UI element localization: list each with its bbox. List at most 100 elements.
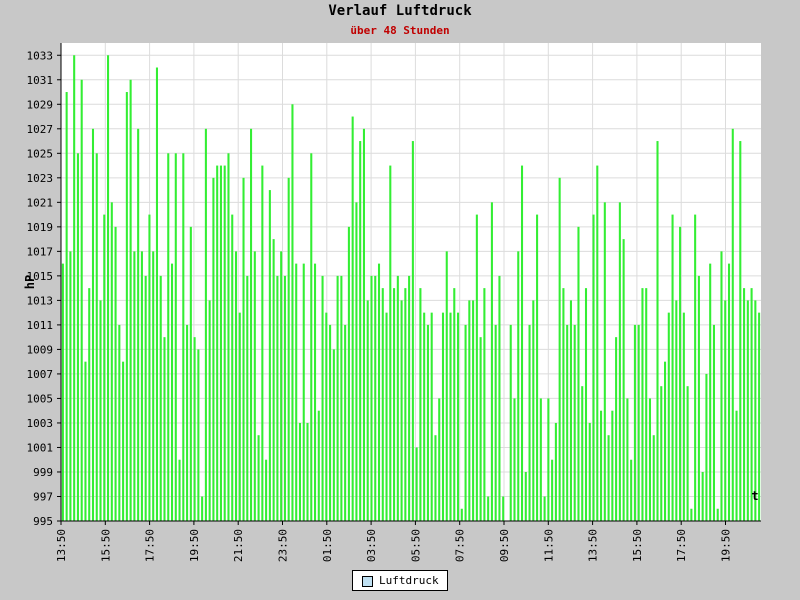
bar	[295, 263, 298, 521]
bar	[268, 190, 271, 522]
bar	[419, 288, 422, 521]
bar	[73, 55, 76, 521]
bar	[310, 153, 313, 522]
bar	[69, 251, 72, 521]
bar	[460, 508, 463, 521]
y-tick-label: 1007	[27, 368, 54, 381]
x-tick-label: 03:50	[365, 529, 378, 562]
chart-subtitle: über 48 Stunden	[350, 24, 450, 37]
bar	[490, 202, 493, 522]
bar	[103, 214, 106, 522]
bar	[347, 226, 350, 521]
bar	[336, 275, 339, 521]
bar	[588, 422, 591, 521]
bar	[140, 251, 143, 521]
bar	[528, 324, 531, 521]
bar	[697, 275, 700, 521]
bar	[464, 324, 467, 521]
bar	[84, 361, 87, 521]
bar	[408, 275, 411, 521]
bar	[223, 165, 226, 522]
bar	[720, 251, 723, 521]
bar	[174, 153, 177, 522]
bar	[325, 312, 328, 521]
y-tick-label: 997	[33, 490, 53, 503]
bar	[573, 324, 576, 521]
bar	[716, 508, 719, 521]
bar	[317, 410, 320, 521]
bar	[313, 263, 317, 521]
bar	[671, 214, 674, 522]
bar	[475, 214, 478, 522]
bar	[415, 447, 418, 521]
bar	[566, 324, 569, 521]
bar	[449, 312, 452, 521]
bar	[99, 300, 102, 521]
bar	[434, 435, 437, 521]
bar	[280, 251, 283, 521]
x-tick-label: 09:50	[498, 529, 511, 562]
bar	[712, 324, 715, 521]
bar	[686, 386, 689, 521]
bar	[265, 459, 268, 521]
x-tick-label: 19:50	[720, 529, 733, 562]
legend-label: Luftdruck	[379, 574, 439, 587]
bar	[547, 398, 550, 521]
bar	[193, 337, 196, 521]
bar	[76, 153, 79, 522]
x-tick-label: 15:50	[99, 529, 112, 562]
bar	[208, 300, 211, 521]
bar	[261, 165, 264, 522]
bar	[630, 459, 633, 521]
bar	[370, 275, 373, 521]
bar	[727, 263, 731, 521]
x-tick-label: 13:50	[587, 529, 600, 562]
bar	[743, 288, 746, 521]
y-tick-label: 1015	[27, 270, 54, 283]
bar	[626, 398, 629, 521]
x-tick-label: 19:50	[188, 529, 201, 562]
bar	[118, 324, 121, 521]
bar	[340, 275, 343, 521]
bar	[366, 300, 369, 521]
y-tick-label: 1017	[27, 245, 54, 258]
bar	[351, 116, 354, 522]
bar	[513, 398, 516, 521]
bar	[441, 312, 445, 521]
bar	[577, 226, 580, 521]
bar	[517, 251, 520, 521]
bar	[204, 128, 207, 522]
bar	[607, 435, 610, 521]
bar	[457, 312, 460, 521]
bar	[291, 104, 294, 522]
x-tick-label: 13:50	[55, 529, 68, 562]
bars	[61, 55, 761, 522]
bar	[562, 288, 565, 521]
bar	[554, 422, 557, 521]
bar	[238, 312, 241, 521]
bar	[524, 471, 527, 521]
bar	[750, 288, 753, 521]
bar	[393, 288, 396, 521]
y-tick-label: 995	[33, 515, 53, 528]
bar	[709, 263, 712, 521]
bar	[374, 275, 377, 521]
bar	[483, 288, 486, 521]
bar	[80, 79, 83, 522]
bar	[257, 435, 260, 521]
bar	[532, 300, 535, 521]
bar	[675, 300, 678, 521]
bar	[287, 177, 290, 522]
bar	[385, 312, 388, 521]
bar	[641, 288, 644, 521]
bar	[618, 202, 621, 522]
bar	[182, 153, 185, 522]
y-tick-label: 1025	[27, 147, 54, 160]
x-tick-label: 07:50	[454, 529, 467, 562]
bar	[178, 459, 181, 521]
bar	[551, 459, 554, 521]
bar	[494, 324, 497, 521]
bar	[648, 398, 652, 521]
bar	[558, 177, 561, 522]
bar	[754, 300, 757, 521]
